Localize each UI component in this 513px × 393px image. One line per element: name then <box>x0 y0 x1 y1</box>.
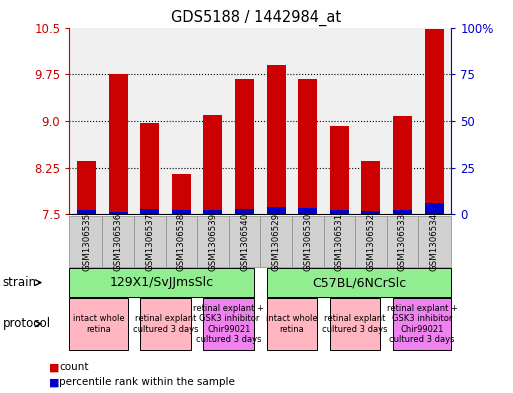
Text: percentile rank within the sample: percentile rank within the sample <box>59 377 235 387</box>
Bar <box>141 123 159 214</box>
Bar <box>298 79 317 214</box>
Bar <box>267 65 286 214</box>
Text: GDS5188 / 1442984_at: GDS5188 / 1442984_at <box>171 10 342 26</box>
Text: retinal explant +
GSK3 inhibitor
Chir99021
cultured 3 days: retinal explant + GSK3 inhibitor Chir990… <box>193 304 264 344</box>
Bar <box>77 161 96 214</box>
Bar <box>298 208 317 214</box>
Bar <box>172 211 191 214</box>
Bar <box>362 161 380 214</box>
Text: protocol: protocol <box>3 317 51 331</box>
Text: GSM1306539: GSM1306539 <box>208 213 218 271</box>
Bar <box>393 116 412 214</box>
Text: GSM1306540: GSM1306540 <box>240 213 249 271</box>
Text: GSM1306536: GSM1306536 <box>114 213 123 271</box>
Text: GSM1306533: GSM1306533 <box>398 213 407 271</box>
Text: strain: strain <box>3 276 36 289</box>
Text: GSM1306530: GSM1306530 <box>303 213 312 271</box>
Bar <box>172 174 191 214</box>
Text: GSM1306534: GSM1306534 <box>429 213 439 271</box>
Text: GSM1306535: GSM1306535 <box>82 213 91 271</box>
Text: intact whole
retina: intact whole retina <box>266 314 318 334</box>
Bar <box>330 211 349 214</box>
Bar <box>267 207 286 214</box>
Bar <box>425 203 444 214</box>
Bar <box>77 210 96 214</box>
Text: ■: ■ <box>49 377 59 387</box>
Text: retinal explant
cultured 3 days: retinal explant cultured 3 days <box>133 314 199 334</box>
Text: retinal explant +
GSK3 inhibitor
Chir99021
cultured 3 days: retinal explant + GSK3 inhibitor Chir990… <box>387 304 458 344</box>
Text: GSM1306537: GSM1306537 <box>145 213 154 271</box>
Bar <box>204 211 223 214</box>
Text: GSM1306538: GSM1306538 <box>177 213 186 271</box>
Bar <box>393 210 412 214</box>
Bar <box>204 115 223 214</box>
Bar <box>235 209 254 214</box>
Bar <box>362 211 380 214</box>
Bar <box>235 79 254 214</box>
Bar <box>109 212 128 214</box>
Bar <box>109 74 128 214</box>
Text: GSM1306529: GSM1306529 <box>272 213 281 271</box>
Text: C57BL/6NCrSlc: C57BL/6NCrSlc <box>312 276 406 289</box>
Text: GSM1306531: GSM1306531 <box>335 213 344 271</box>
Text: intact whole
retina: intact whole retina <box>73 314 124 334</box>
Bar <box>425 29 444 214</box>
Text: GSM1306532: GSM1306532 <box>366 213 376 271</box>
Text: ■: ■ <box>49 362 59 373</box>
Text: 129X1/SvJJmsSlc: 129X1/SvJJmsSlc <box>110 276 214 289</box>
Bar <box>330 126 349 214</box>
Bar <box>141 209 159 214</box>
Text: retinal explant
cultured 3 days: retinal explant cultured 3 days <box>322 314 388 334</box>
Text: count: count <box>59 362 89 373</box>
